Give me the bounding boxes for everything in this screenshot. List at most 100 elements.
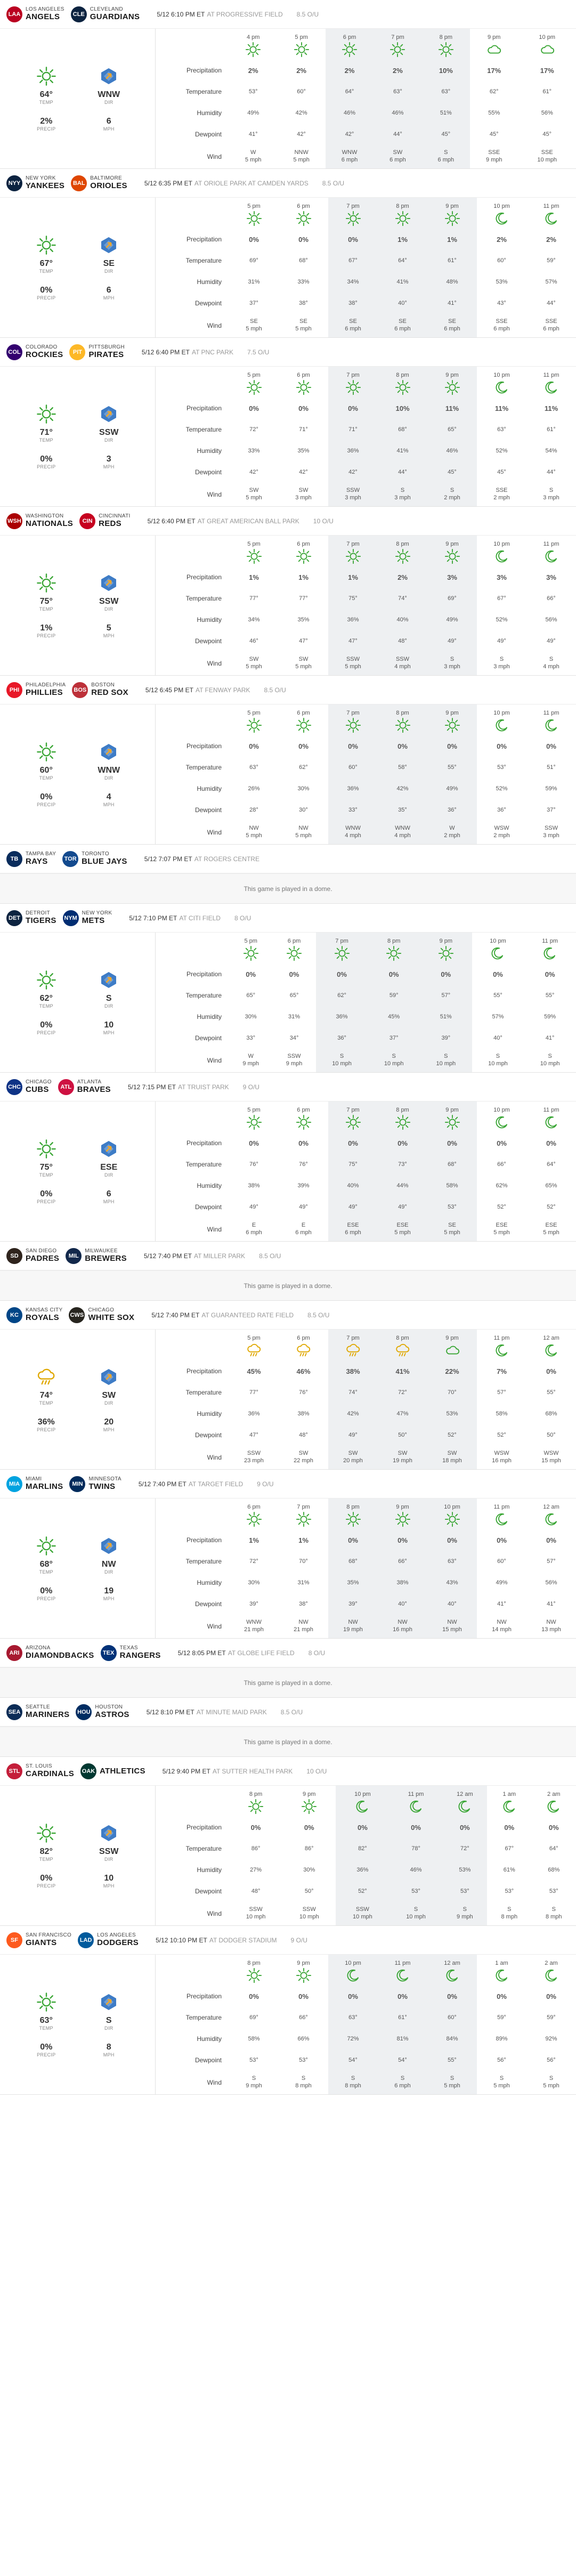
- precipitation-value: 0%: [249, 235, 259, 244]
- home-team[interactable]: CWS Chicago White Sox: [69, 1307, 134, 1323]
- away-team[interactable]: WSH Washington Nationals: [6, 513, 73, 529]
- home-team-name: White Sox: [88, 1313, 135, 1322]
- away-team[interactable]: COL Colorado Rockies: [6, 344, 63, 360]
- hour-label: 10 pm: [490, 938, 506, 944]
- game-venue[interactable]: AT ORIOLE PARK AT CAMDEN YARDS: [194, 179, 309, 187]
- dewpoint-value: 33°: [246, 1035, 255, 1041]
- precipitation-value: 0%: [328, 1132, 378, 1154]
- dewpoint-value: 36°: [497, 807, 506, 813]
- hour-label: 7 pm: [328, 536, 378, 547]
- dewpoint-row: Dewpoint 49° 49° 49° 49° 53° 52° 52°: [156, 1196, 576, 1218]
- humidity-value: 33%: [297, 279, 310, 285]
- wind-direction: SSW: [287, 1053, 301, 1060]
- home-team[interactable]: CIN Cincinnati Reds: [79, 513, 130, 529]
- home-team[interactable]: BOS Boston Red Sox: [72, 682, 128, 698]
- precipitation-value: 0%: [546, 1992, 556, 2000]
- dewpoint-value: 41°: [545, 1035, 555, 1041]
- dewpoint-label: Dewpoint: [194, 2056, 222, 2064]
- home-team-city: Pittsburgh: [88, 344, 125, 351]
- game-venue[interactable]: AT GLOBE LIFE FIELD: [228, 1649, 295, 1657]
- game-venue[interactable]: AT CITI FIELD: [179, 914, 221, 922]
- game-venue[interactable]: AT MINUTE MAID PARK: [196, 1708, 267, 1716]
- game-venue[interactable]: AT TRUIST PARK: [178, 1083, 229, 1091]
- home-team[interactable]: LAD Los Angeles Dodgers: [78, 1932, 139, 1948]
- away-team[interactable]: SEA Seattle Mariners: [6, 1704, 69, 1720]
- away-team[interactable]: STL St. Louis Cardinals: [6, 1763, 74, 1779]
- precipitation-value: 0%: [427, 1132, 477, 1154]
- dome-notice: This game is played in a dome.: [0, 1667, 576, 1697]
- away-team[interactable]: NYY New York Yankees: [6, 175, 64, 191]
- temperature-value: 60°: [328, 757, 378, 778]
- away-team[interactable]: LAA Los Angeles Angels: [6, 6, 64, 22]
- wind-value: SSW 3 mph: [328, 483, 378, 506]
- dewpoint-value: 53°: [442, 1881, 488, 1902]
- home-team[interactable]: HOU Houston Astros: [76, 1704, 129, 1720]
- game-venue[interactable]: AT PROGRESSIVE FIELD: [207, 10, 283, 18]
- temperature-value: 66°: [497, 1161, 506, 1168]
- game-forecast: 75° TEMP SSW DIR 1% PRECIP 5 MPH 5 pm 6 pm 7 pm 8 p…: [0, 536, 576, 675]
- home-team-name: Pirates: [88, 350, 124, 359]
- precipitation-value: 0%: [298, 404, 309, 412]
- away-team[interactable]: MIA Miami Marlins: [6, 1476, 63, 1492]
- away-team[interactable]: KC Kansas City Royals: [6, 1307, 62, 1323]
- game-venue[interactable]: AT PNC PARK: [191, 348, 233, 356]
- wind-direction: NW: [298, 1619, 309, 1626]
- game-forecast: 60° TEMP WNW DIR 0% PRECIP 4 MPH 5 pm 6 pm 7 pm 8 p…: [0, 704, 576, 844]
- wind-direction: S: [444, 1053, 448, 1060]
- wind-direction: S: [400, 487, 405, 494]
- over-under: 8.5 O/U: [264, 686, 286, 694]
- wind-value: SSE 10 mph: [518, 145, 576, 168]
- wind-label: Wind: [207, 1622, 222, 1630]
- game-venue[interactable]: AT GREAT AMERICAN BALL PARK: [197, 517, 299, 525]
- wind-value: WNW 4 mph: [378, 821, 427, 844]
- dewpoint-row: Dewpoint 46° 47° 47° 48° 49° 49° 49°: [156, 630, 576, 652]
- over-under: 9 O/U: [290, 1936, 307, 1944]
- home-team[interactable]: CLE Cleveland Guardians: [70, 6, 140, 22]
- home-team[interactable]: PIT Pittsburgh Pirates: [69, 344, 125, 360]
- temperature-label: Temperature: [185, 257, 222, 264]
- game-venue[interactable]: AT GUARANTEED RATE FIELD: [201, 1311, 294, 1319]
- game-venue[interactable]: AT TARGET FIELD: [188, 1480, 244, 1488]
- wind-direction: ESE: [396, 1222, 409, 1229]
- humidity-value: 46%: [389, 1859, 443, 1881]
- home-team[interactable]: TEX Texas Rangers: [100, 1645, 161, 1661]
- moon-icon: [526, 1113, 576, 1132]
- game-info: 5/12 10:10 PM ET AT DODGER STADIUM 9 O/U: [156, 1937, 307, 1944]
- home-team[interactable]: OAK Athletics: [80, 1763, 145, 1779]
- game-venue[interactable]: AT SUTTER HEALTH PARK: [212, 1767, 293, 1775]
- away-team-name: Angels: [26, 12, 60, 21]
- wind-value: SSE 6 mph: [477, 314, 526, 337]
- home-team[interactable]: TOR Toronto Blue Jays: [62, 850, 127, 867]
- wind-direction: WNW: [246, 1619, 262, 1626]
- home-team[interactable]: NYM New York Mets: [62, 910, 112, 926]
- away-team[interactable]: SD San Diego Padres: [6, 1248, 59, 1264]
- wind-direction: S: [549, 2075, 554, 2082]
- game-time: 5/12 6:10 PM ET: [157, 10, 205, 18]
- away-team[interactable]: TB Tampa Bay Rays: [6, 850, 56, 867]
- home-team[interactable]: MIL Milwaukee Brewers: [66, 1248, 127, 1264]
- away-team-city: Los Angeles: [26, 6, 64, 13]
- game-venue[interactable]: AT MILLER PARK: [194, 1252, 246, 1260]
- wind-speed: 5 mph: [295, 326, 312, 332]
- away-team[interactable]: DET Detroit Tigers: [6, 910, 56, 926]
- game-venue[interactable]: AT ROGERS CENTRE: [194, 855, 259, 863]
- game-forecast: 68° TEMP NW DIR 0% PRECIP 19 MPH 6 pm 7 pm 8 pm 9 p…: [0, 1498, 576, 1638]
- away-team[interactable]: SF San Francisco Giants: [6, 1932, 71, 1948]
- dewpoint-value: 48°: [378, 630, 427, 652]
- temperature-value: 74°: [378, 588, 427, 609]
- humidity-value: 52%: [496, 448, 508, 454]
- away-team[interactable]: ARI Arizona Diamondbacks: [6, 1645, 94, 1661]
- humidity-value: 26%: [248, 785, 260, 792]
- game-venue[interactable]: AT FENWAY PARK: [195, 686, 250, 694]
- sun-icon: [22, 572, 70, 594]
- away-team[interactable]: CHC Chicago Cubs: [6, 1079, 52, 1095]
- temperature-value: 77°: [249, 595, 258, 602]
- home-team[interactable]: MIN Minnesota Twins: [69, 1476, 121, 1492]
- temperature-value: 55°: [547, 1389, 556, 1396]
- home-team[interactable]: BAL Baltimore Orioles: [71, 175, 127, 191]
- home-team[interactable]: ATL Atlanta Braves: [58, 1079, 111, 1095]
- away-team[interactable]: PHI Philadelphia Phillies: [6, 682, 66, 698]
- hour-label: 5 pm: [295, 34, 308, 40]
- game-venue[interactable]: AT DODGER STADIUM: [209, 1936, 277, 1944]
- precipitation-value: 2%: [296, 66, 306, 75]
